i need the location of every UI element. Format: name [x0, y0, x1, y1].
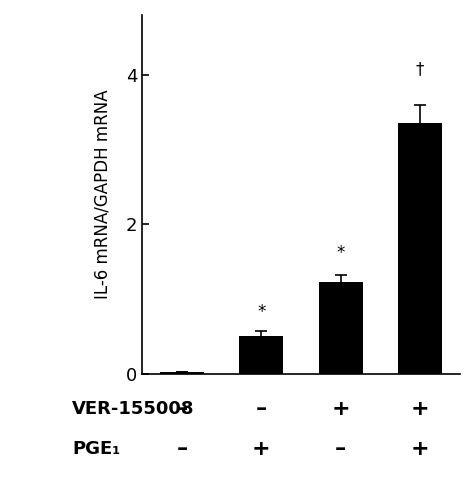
Text: +: +: [411, 399, 429, 419]
Text: PGE₁: PGE₁: [73, 440, 120, 458]
Bar: [398, 123, 442, 374]
Text: –: –: [255, 399, 267, 419]
Text: –: –: [176, 399, 188, 419]
Text: –: –: [335, 439, 346, 459]
Bar: [160, 372, 204, 374]
Bar: [319, 282, 363, 374]
Y-axis label: IL-6 mRNA/GAPDH mRNA: IL-6 mRNA/GAPDH mRNA: [94, 90, 112, 299]
Text: *: *: [337, 244, 345, 262]
Text: VER-155008: VER-155008: [73, 400, 195, 418]
Text: +: +: [331, 399, 350, 419]
Text: +: +: [252, 439, 271, 459]
Text: –: –: [176, 439, 188, 459]
Text: *: *: [257, 303, 265, 321]
Bar: [239, 336, 283, 374]
Text: †: †: [416, 60, 424, 78]
Text: +: +: [411, 439, 429, 459]
